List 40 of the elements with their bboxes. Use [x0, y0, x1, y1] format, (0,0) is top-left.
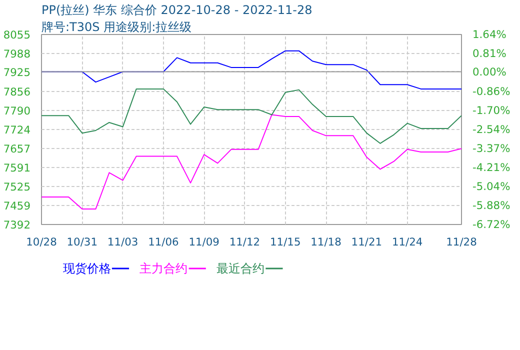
x-tick-label: 11/28 [446, 236, 478, 248]
y-tick-label: 7525 [3, 180, 31, 194]
y-tick-label: 7591 [3, 161, 31, 174]
x-tick-label: 10/31 [66, 236, 98, 248]
y2-tick-label: 0.81% [472, 46, 506, 60]
y-tick-label: 7856 [3, 86, 31, 99]
x-tick-label: 11/21 [351, 236, 382, 248]
x-tick-label: 11/03 [107, 236, 138, 248]
y2-tick-label: 1.64% [472, 28, 506, 41]
legend-label: 现货价格 [62, 262, 111, 276]
chart-title: PP(拉丝) 华东 综合价 2022-10-28 - 2022-11-28 [42, 3, 312, 17]
y2-tick-label: -5.04% [472, 180, 510, 193]
y2-tick-label: -1.70% [472, 104, 510, 117]
line-series [42, 114, 462, 210]
x-tick-label: 10/28 [26, 236, 58, 248]
y2-tick-label: -4.21% [472, 160, 510, 174]
x-tick-label: 11/12 [229, 236, 260, 248]
y2-tick-label: -2.54% [472, 123, 510, 136]
y-tick-label: 7724 [3, 123, 31, 136]
legend-label: 最近合约 [216, 262, 265, 276]
y-tick-label: 7988 [3, 48, 31, 61]
line-series [42, 88, 462, 144]
y2-tick-label: -3.37% [472, 142, 510, 155]
x-tick-label: 11/15 [270, 236, 301, 248]
chart-subtitle: 牌号:T30S 用途级别:拉丝级 [42, 20, 192, 34]
x-tick-label: 11/09 [188, 236, 220, 248]
y-tick-label: 7392 [3, 218, 31, 232]
y2-tick-label: -0.86% [472, 84, 510, 98]
y2-tick-label: -5.88% [472, 198, 510, 212]
x-tick-label: 11/06 [148, 236, 180, 248]
y-tick-label: 7459 [3, 199, 31, 212]
x-tick-label: 11/24 [392, 236, 423, 248]
legend-label: 主力合约 [140, 262, 188, 276]
y2-tick-label: 0.00% [472, 65, 506, 78]
x-tick-label: 11/18 [310, 236, 342, 248]
y-tick-label: 7790 [3, 104, 31, 118]
y2-tick-label: -6.72% [472, 218, 510, 231]
y-tick-label: 7657 [3, 142, 31, 156]
y-tick-label: 8055 [3, 28, 31, 42]
y-tick-label: 7925 [3, 66, 31, 79]
